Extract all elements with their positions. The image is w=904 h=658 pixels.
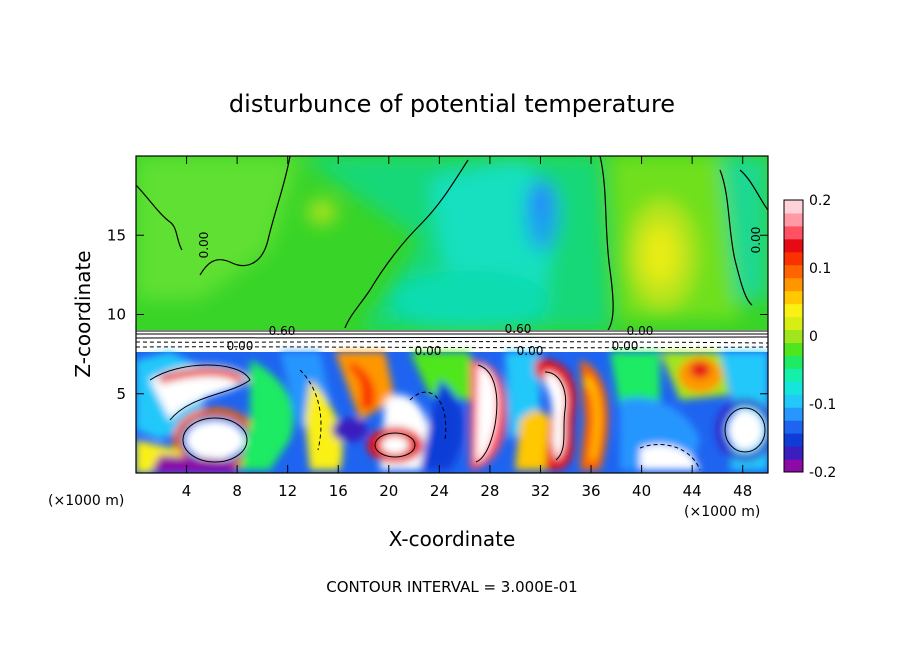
x-tick-label: 20 bbox=[379, 482, 398, 500]
colorbar-tick-label: -0.2 bbox=[809, 465, 836, 481]
x-tick-label: 4 bbox=[182, 482, 192, 500]
x-tick-label: 28 bbox=[480, 482, 499, 500]
y-tick-label: 5 bbox=[116, 385, 126, 403]
colorbar: 0.2 0.1 0 -0.1 -0.2 bbox=[783, 193, 836, 481]
colorbar-swatch bbox=[784, 433, 803, 447]
upper-contours bbox=[136, 156, 768, 331]
colorbar-swatch bbox=[784, 459, 803, 473]
x-tick-label: 32 bbox=[531, 482, 550, 500]
colorbar-swatch bbox=[784, 407, 803, 421]
contour-interval-footer: CONTOUR INTERVAL = 3.000E-01 bbox=[326, 578, 577, 596]
colorbar-swatch bbox=[784, 200, 803, 214]
contour-label: 0.00 bbox=[612, 339, 639, 353]
contour-label: 0.00 bbox=[197, 232, 211, 259]
colorbar-swatch bbox=[784, 225, 803, 240]
contour-label: 0.00 bbox=[749, 227, 763, 254]
contour-label: 0.00 bbox=[415, 344, 442, 358]
colorbar-swatch bbox=[784, 355, 803, 369]
colorbar-swatch bbox=[784, 368, 803, 382]
chart-title: disturbunce of potential temperature bbox=[229, 90, 675, 118]
x-unit-label-right: (×1000 m) bbox=[684, 504, 760, 520]
lower-contours bbox=[149, 364, 766, 471]
y-tick-label: 10 bbox=[107, 306, 126, 324]
y-axis-label: Z-coordinate bbox=[71, 250, 95, 377]
x-tick-label: 12 bbox=[278, 482, 297, 500]
x-axis: 4 8 12 16 20 24 28 32 36 40 44 48 bbox=[182, 156, 752, 500]
x-axis-label: X-coordinate bbox=[389, 527, 516, 551]
colorbar-swatch bbox=[784, 290, 803, 305]
contour-label: 0.60 bbox=[269, 324, 296, 338]
lower-layer-eddies bbox=[136, 352, 768, 473]
contour-label: 0.60 bbox=[505, 322, 532, 336]
contour-label: 0.00 bbox=[517, 344, 544, 358]
heatmap-field bbox=[136, 156, 768, 473]
x-tick-label: 36 bbox=[581, 482, 600, 500]
colorbar-tick-label: -0.1 bbox=[809, 397, 836, 413]
x-tick-label: 44 bbox=[683, 482, 702, 500]
colorbar-swatch bbox=[784, 212, 803, 227]
x-tick-label: 40 bbox=[632, 482, 651, 500]
x-tick-label: 24 bbox=[430, 482, 449, 500]
upper-layer-anomalies bbox=[136, 156, 768, 330]
colorbar-tick-label: 0.1 bbox=[809, 261, 831, 277]
colorbar-swatch bbox=[784, 342, 803, 356]
colorbar-swatch bbox=[784, 381, 803, 395]
y-axis: 5 10 15 bbox=[107, 226, 768, 403]
colorbar-swatch bbox=[784, 420, 803, 434]
x-tick-label: 16 bbox=[329, 482, 348, 500]
y-tick-label: 15 bbox=[107, 226, 126, 244]
colorbar-swatch bbox=[784, 329, 803, 343]
colorbar-swatch bbox=[784, 446, 803, 460]
colorbar-tick-label: 0 bbox=[809, 329, 818, 345]
colorbar-swatch bbox=[784, 316, 803, 331]
colorbar-swatch bbox=[784, 277, 803, 292]
x-unit-label-left: (×1000 m) bbox=[48, 493, 124, 509]
colorbar-swatch bbox=[784, 251, 803, 266]
colorbar-swatch bbox=[784, 238, 803, 253]
colorbar-swatch bbox=[784, 303, 803, 318]
x-tick-label: 8 bbox=[232, 482, 242, 500]
contour-label: 0.00 bbox=[627, 324, 654, 338]
contour-labels: 0.00 0.000.00 0.00 0.00 0.000.60 0.60 0.00 bbox=[197, 227, 763, 358]
x-tick-label: 48 bbox=[733, 482, 752, 500]
tropopause-band bbox=[136, 330, 768, 352]
colorbar-tick-label: 0.2 bbox=[809, 193, 831, 209]
colorbar-swatch bbox=[784, 394, 803, 408]
contour-label: 0.00 bbox=[227, 339, 254, 353]
colorbar-frame bbox=[783, 199, 804, 473]
colorbar-swatch bbox=[784, 264, 803, 279]
band-contours bbox=[136, 330, 768, 349]
